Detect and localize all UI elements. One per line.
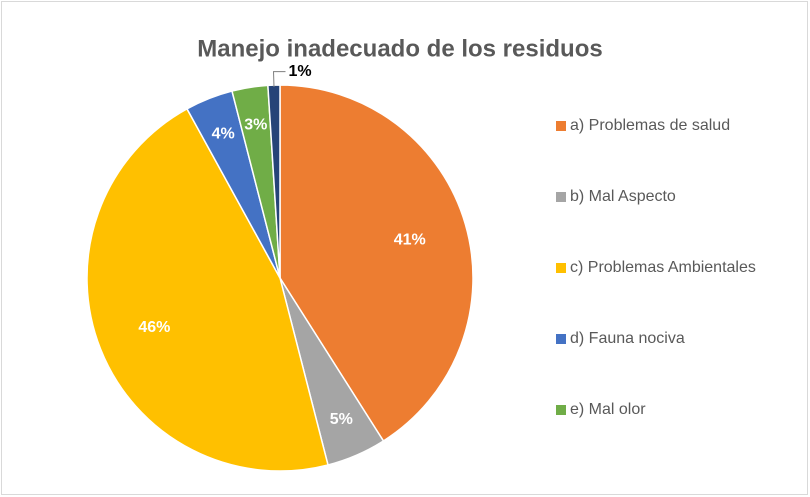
legend-label: d) Fauna nociva (570, 330, 685, 347)
legend-swatch (556, 334, 566, 344)
legend-swatch (556, 405, 566, 415)
pie-slice (86, 107, 329, 472)
data-label: 4% (212, 126, 235, 143)
data-label: 5% (330, 411, 353, 428)
pie-slice (279, 84, 474, 442)
legend-label: e) Mal olor (570, 401, 646, 418)
chart-title: Manejo inadecuado de los residuos (197, 35, 602, 62)
legend-label: b) Mal Aspecto (570, 188, 676, 205)
data-label: 1% (289, 63, 312, 80)
legend-label: a) Problemas de salud (570, 117, 730, 134)
legend-swatch (556, 192, 566, 202)
legend-label: c) Problemas Ambientales (570, 259, 756, 276)
legend-swatch (556, 263, 566, 273)
data-label: 46% (138, 319, 170, 336)
data-label: 41% (394, 232, 426, 249)
leader-line (272, 71, 286, 88)
legend-swatch (556, 121, 566, 131)
data-label: 3% (244, 117, 267, 134)
